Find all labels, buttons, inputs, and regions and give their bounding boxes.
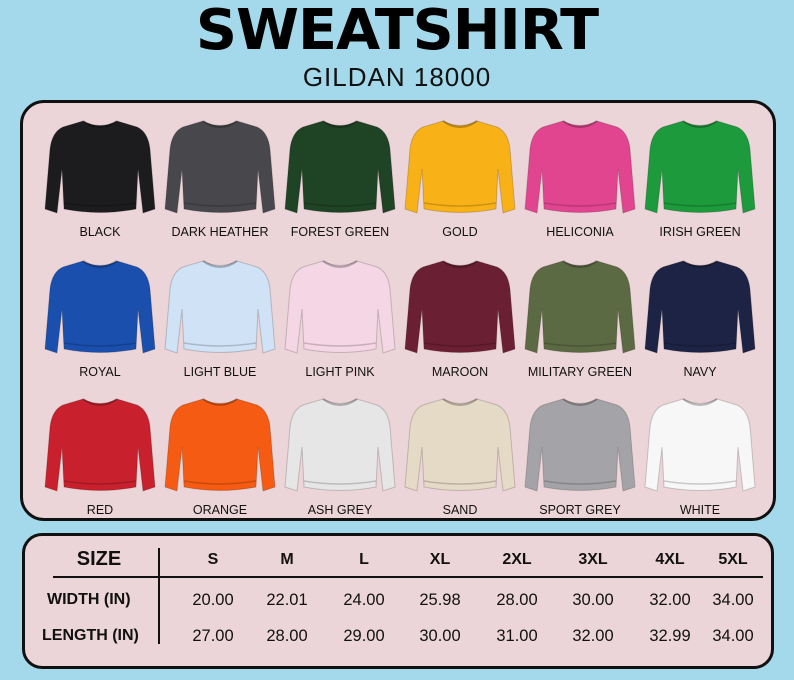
color-swatch: DARK HEATHER [160,115,280,239]
size-column-header: XL [429,551,451,568]
color-name: HELICONIA [546,225,614,239]
color-name: RED [86,503,114,517]
sweatshirt-icon [644,398,756,492]
color-name: WHITE [679,503,721,517]
sweatshirt-icon [644,260,756,354]
color-swatch: LIGHT BLUE [160,255,280,379]
color-name: ROYAL [79,365,121,379]
color-swatch-panel: BLACK DARK HEATHER FOREST GREEN GOLD HELICON… [20,100,776,521]
sweatshirt-icon [164,260,276,354]
measurement-value: 30.00 [572,591,614,609]
measurement-value: 28.00 [266,627,308,645]
color-swatch: ROYAL [40,255,160,379]
color-swatch: WHITE [640,393,760,517]
color-name: GOLD [442,225,478,239]
color-swatch: LIGHT PINK [280,255,400,379]
color-name: FOREST GREEN [290,225,390,239]
size-column-header: 5XL [718,551,748,568]
sweatshirt-icon [404,120,516,214]
color-swatch: MILITARY GREEN [520,255,640,379]
color-swatch: NAVY [640,255,760,379]
color-name: ORANGE [192,503,248,517]
measurement-value: 31.00 [496,627,538,645]
color-swatch: SAND [400,393,520,517]
color-swatch: ASH GREY [280,393,400,517]
sweatshirt-icon [284,260,396,354]
color-name: MAROON [431,365,489,379]
sweatshirt-icon [524,120,636,214]
size-column-header: 3XL [578,551,608,568]
color-swatch: RED [40,393,160,517]
sweatshirt-icon [164,398,276,492]
size-header-label: SIZE [76,548,122,570]
sweatshirt-icon [284,120,396,214]
color-swatch: GOLD [400,115,520,239]
row-label: LENGTH (IN) [42,627,139,644]
measurement-value: 22.01 [266,591,308,609]
color-name: LIGHT PINK [305,365,375,379]
color-name: DARK HEATHER [171,225,269,239]
sweatshirt-icon [284,398,396,492]
color-name: SPORT GREY [539,503,621,517]
sweatshirt-icon [644,120,756,214]
sweatshirt-icon [44,120,156,214]
color-swatch: IRISH GREEN [640,115,760,239]
color-name: NAVY [683,365,717,379]
page-title: SWEATSHIRT [195,0,599,63]
sweatshirt-icon [404,260,516,354]
column-divider [158,548,160,644]
size-column-header: 2XL [502,551,532,568]
sweatshirt-icon [44,398,156,492]
measurement-value: 20.00 [192,591,234,609]
sweatshirt-icon [44,260,156,354]
color-swatch: ORANGE [160,393,280,517]
measurement-value: 24.00 [343,591,385,609]
size-column-header: S [207,551,219,568]
color-name: ASH GREY [307,503,373,517]
size-chart-panel: SIZE S M L XL 2XL 3XL 4XL 5XL WIDTH (IN) 20.00 22.… [22,533,774,669]
color-swatch: HELICONIA [520,115,640,239]
color-name: LIGHT BLUE [183,365,257,379]
measurement-value: 28.00 [496,591,538,609]
size-column-header: 4XL [655,551,685,568]
size-column-header: L [359,551,369,568]
row-label: WIDTH (IN) [47,591,131,608]
color-name: MILITARY GREEN [527,365,633,379]
sweatshirt-icon [164,120,276,214]
color-name: BLACK [79,225,121,239]
measurement-value: 27.00 [192,627,234,645]
measurement-value: 25.98 [419,591,461,609]
color-name: SAND [442,503,478,517]
size-column-header: M [280,551,294,568]
measurement-value: 32.00 [572,627,614,645]
measurement-value: 32.99 [649,627,691,645]
color-swatch: BLACK [40,115,160,239]
measurement-value: 32.00 [649,591,691,609]
page-subtitle: GILDAN 18000 [302,62,492,92]
sweatshirt-icon [524,398,636,492]
measurement-value: 30.00 [419,627,461,645]
measurement-value: 34.00 [712,591,754,609]
measurement-value: 29.00 [343,627,385,645]
measurement-value: 34.00 [712,627,754,645]
color-name: IRISH GREEN [659,225,741,239]
sweatshirt-icon [404,398,516,492]
color-swatch: MAROON [400,255,520,379]
color-swatch: SPORT GREY [520,393,640,517]
sweatshirt-icon [524,260,636,354]
header-divider [53,576,763,578]
color-swatch: FOREST GREEN [280,115,400,239]
